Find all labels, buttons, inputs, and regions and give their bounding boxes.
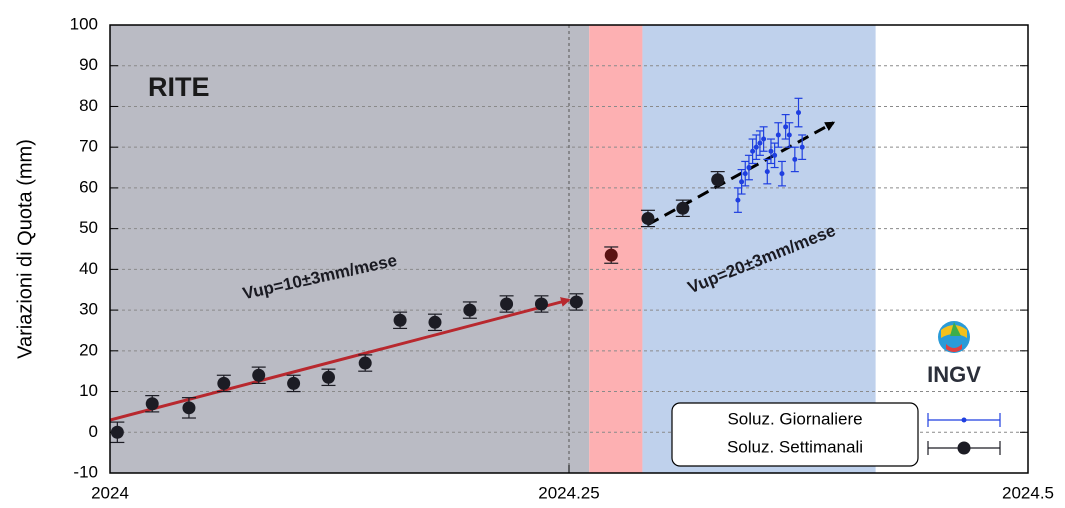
point	[764, 169, 770, 175]
logo: INGV	[927, 321, 981, 387]
y-axis-label: Variazioni di Quota (mm)	[14, 139, 36, 359]
logo-band	[950, 322, 961, 336]
point	[746, 165, 752, 171]
x-tick-label: 2024.25	[538, 483, 599, 502]
point	[768, 148, 774, 154]
point	[772, 152, 778, 158]
marks	[109, 97, 836, 444]
point	[321, 370, 335, 384]
point	[786, 132, 792, 138]
point	[252, 368, 266, 382]
point	[739, 179, 745, 185]
y-tick-label: 80	[79, 96, 98, 115]
point	[428, 315, 442, 329]
point	[393, 313, 407, 327]
point	[500, 297, 514, 311]
point	[796, 110, 801, 116]
point	[676, 201, 690, 215]
point	[750, 148, 756, 154]
point	[792, 156, 798, 162]
legend: Soluz. Giornaliere Soluz. Settimanali	[727, 409, 1001, 456]
point	[779, 171, 785, 177]
y-tick-label: -10	[73, 462, 98, 481]
point	[534, 297, 548, 311]
point	[217, 376, 231, 390]
point	[641, 211, 655, 225]
point	[182, 401, 196, 415]
point	[735, 197, 741, 203]
point	[358, 356, 372, 370]
y-tick-label: 40	[79, 259, 98, 278]
station-label: RITE	[148, 72, 210, 102]
y-tick-label: 70	[79, 137, 98, 156]
y-tick-label: 60	[79, 177, 98, 196]
point	[569, 295, 583, 309]
plot-frame	[109, 24, 1029, 474]
y-tick-label: 0	[89, 422, 98, 441]
point	[145, 397, 159, 411]
point	[711, 173, 725, 187]
y-tick-label: 50	[79, 218, 98, 237]
legend-marker	[957, 441, 971, 455]
point	[799, 144, 805, 150]
y-tick-label: 30	[79, 300, 98, 319]
legend-box	[671, 402, 919, 467]
region	[642, 25, 876, 473]
point	[775, 132, 781, 138]
region	[589, 25, 643, 473]
trend-arrow	[109, 297, 571, 422]
y-tick-label: 90	[79, 55, 98, 74]
point	[287, 376, 301, 390]
point	[604, 248, 618, 262]
y-tick-label: 100	[70, 14, 98, 33]
legend-label: Soluz. Giornaliere	[727, 409, 862, 428]
point	[783, 124, 789, 130]
point	[761, 136, 767, 142]
point	[110, 425, 124, 439]
x-tick-label: 2024.5	[1002, 483, 1054, 502]
point	[742, 171, 748, 177]
point	[753, 144, 759, 150]
x-tick-label: 2024	[91, 483, 129, 502]
point	[463, 303, 477, 317]
logo-band	[946, 344, 962, 352]
legend-label: Soluz. Settimanali	[727, 437, 863, 456]
y-tick-label: 10	[79, 381, 98, 400]
y-tick-label: 20	[79, 340, 98, 359]
legend-marker	[961, 417, 967, 423]
point	[757, 140, 763, 146]
logo-text: INGV	[927, 362, 981, 387]
